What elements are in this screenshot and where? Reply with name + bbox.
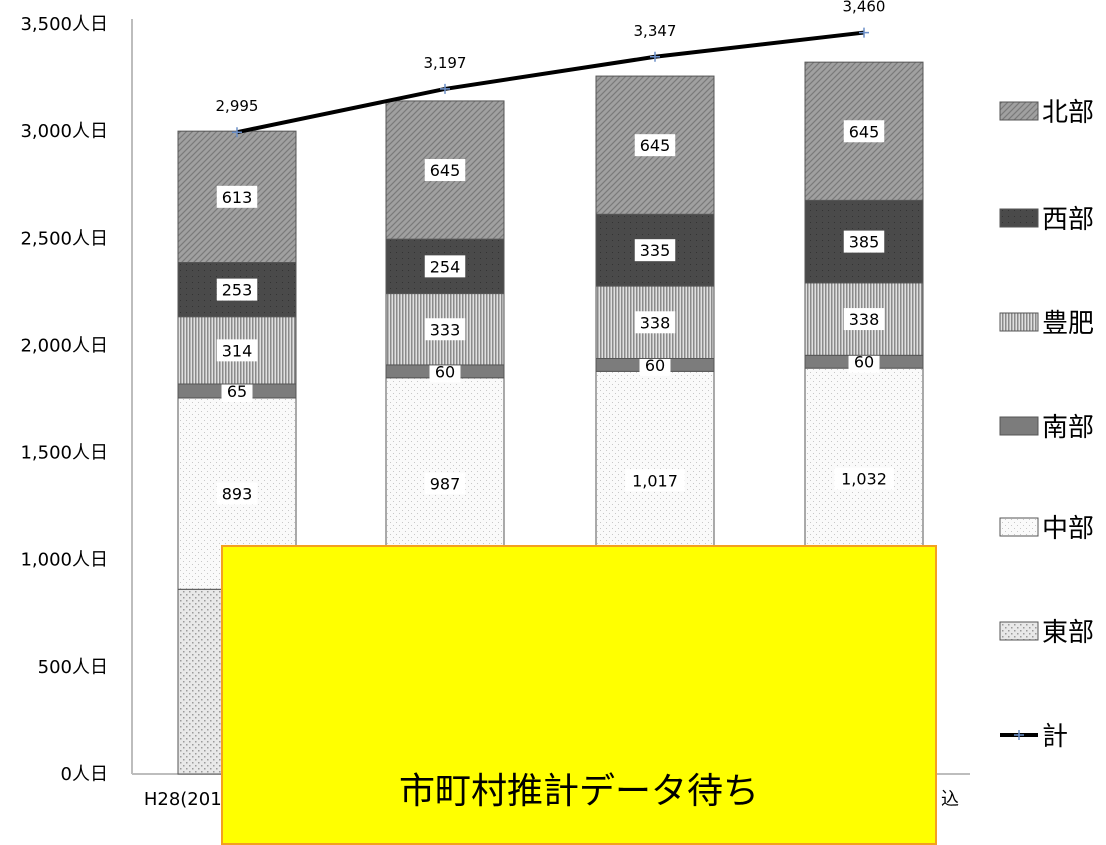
pending-data-overlay-text: 市町村推計データ待ち [398,771,759,812]
legend-swatch [999,621,1039,641]
data-label-box [843,230,885,253]
data-label: 254 [430,257,461,276]
total-label: 3,197 [424,54,467,72]
data-label: 645 [640,136,671,155]
bar-segment [595,213,715,287]
data-label-box [221,379,253,402]
data-label-box [634,239,676,262]
data-label-box [843,308,885,331]
legend-label: 西部 [1042,205,1094,235]
data-label: 335 [640,241,671,260]
legend-swatch [999,517,1039,537]
y-tick-label: 2,000人日 [20,335,108,356]
data-label-box [639,353,671,376]
data-label: 60 [435,362,455,381]
legend-label: 豊肥 [1042,309,1094,339]
data-label: 613 [222,188,253,207]
data-label: 385 [849,233,880,252]
legend-swatch [999,101,1039,121]
legend-swatch [999,312,1039,332]
data-label: 338 [640,313,671,332]
data-label: 314 [222,341,253,360]
data-label: 645 [849,122,880,141]
legend-label: 南部 [1042,413,1094,443]
data-label: 987 [430,475,461,494]
total-marker [232,127,242,138]
data-label-box [216,278,258,301]
data-label-box [634,311,676,334]
data-label: 338 [849,310,880,329]
legend-label: 計 [1042,722,1068,752]
legend-label: 東部 [1042,618,1094,648]
y-tick-label: 3,500人日 [20,14,108,35]
data-label-box [424,472,466,495]
legend-swatch [999,416,1039,436]
y-tick-label: 1,500人日 [20,443,108,464]
data-label-box [216,185,258,208]
legend-label: 北部 [1042,98,1094,128]
legend-swatch [999,208,1039,228]
data-label: 893 [222,485,253,504]
total-label: 3,460 [843,0,886,16]
data-label: 60 [854,353,874,372]
y-tick-label: 2,500人日 [20,228,108,249]
total-marker [440,83,450,94]
data-label-box [216,482,258,505]
data-label-box [634,134,676,157]
data-label: 1,032 [841,470,887,489]
x-tick-label: H28(2016) [144,789,240,810]
data-label-box [424,318,466,341]
total-label: 2,995 [216,97,259,115]
data-label-box [429,360,461,383]
data-label-box [424,255,466,278]
y-tick-label: 0人日 [61,764,108,785]
data-label: 253 [222,281,253,300]
data-label: 1,017 [632,471,678,490]
data-label: 60 [645,356,665,375]
data-label-box [843,120,885,143]
data-label-box [834,467,894,490]
total-label: 3,347 [634,22,677,40]
legend-label: 中部 [1042,514,1094,544]
data-label: 333 [430,320,461,339]
total-marker [859,27,869,38]
data-label-box [625,469,685,492]
total-line [236,30,865,135]
data-label: 645 [430,161,461,180]
y-tick-label: 500人日 [38,657,108,678]
x-tick-label: 込 [941,789,959,810]
data-label: 65 [227,382,247,401]
y-tick-label: 1,000人日 [20,550,108,571]
data-label-box [216,339,258,362]
total-marker [650,51,660,62]
data-label-box [848,350,880,373]
pending-data-overlay: 市町村推計データ待ち [221,545,937,845]
legend-total-marker [1014,730,1024,740]
data-label-box [424,159,466,182]
y-tick-label: 3,000人日 [20,121,108,142]
